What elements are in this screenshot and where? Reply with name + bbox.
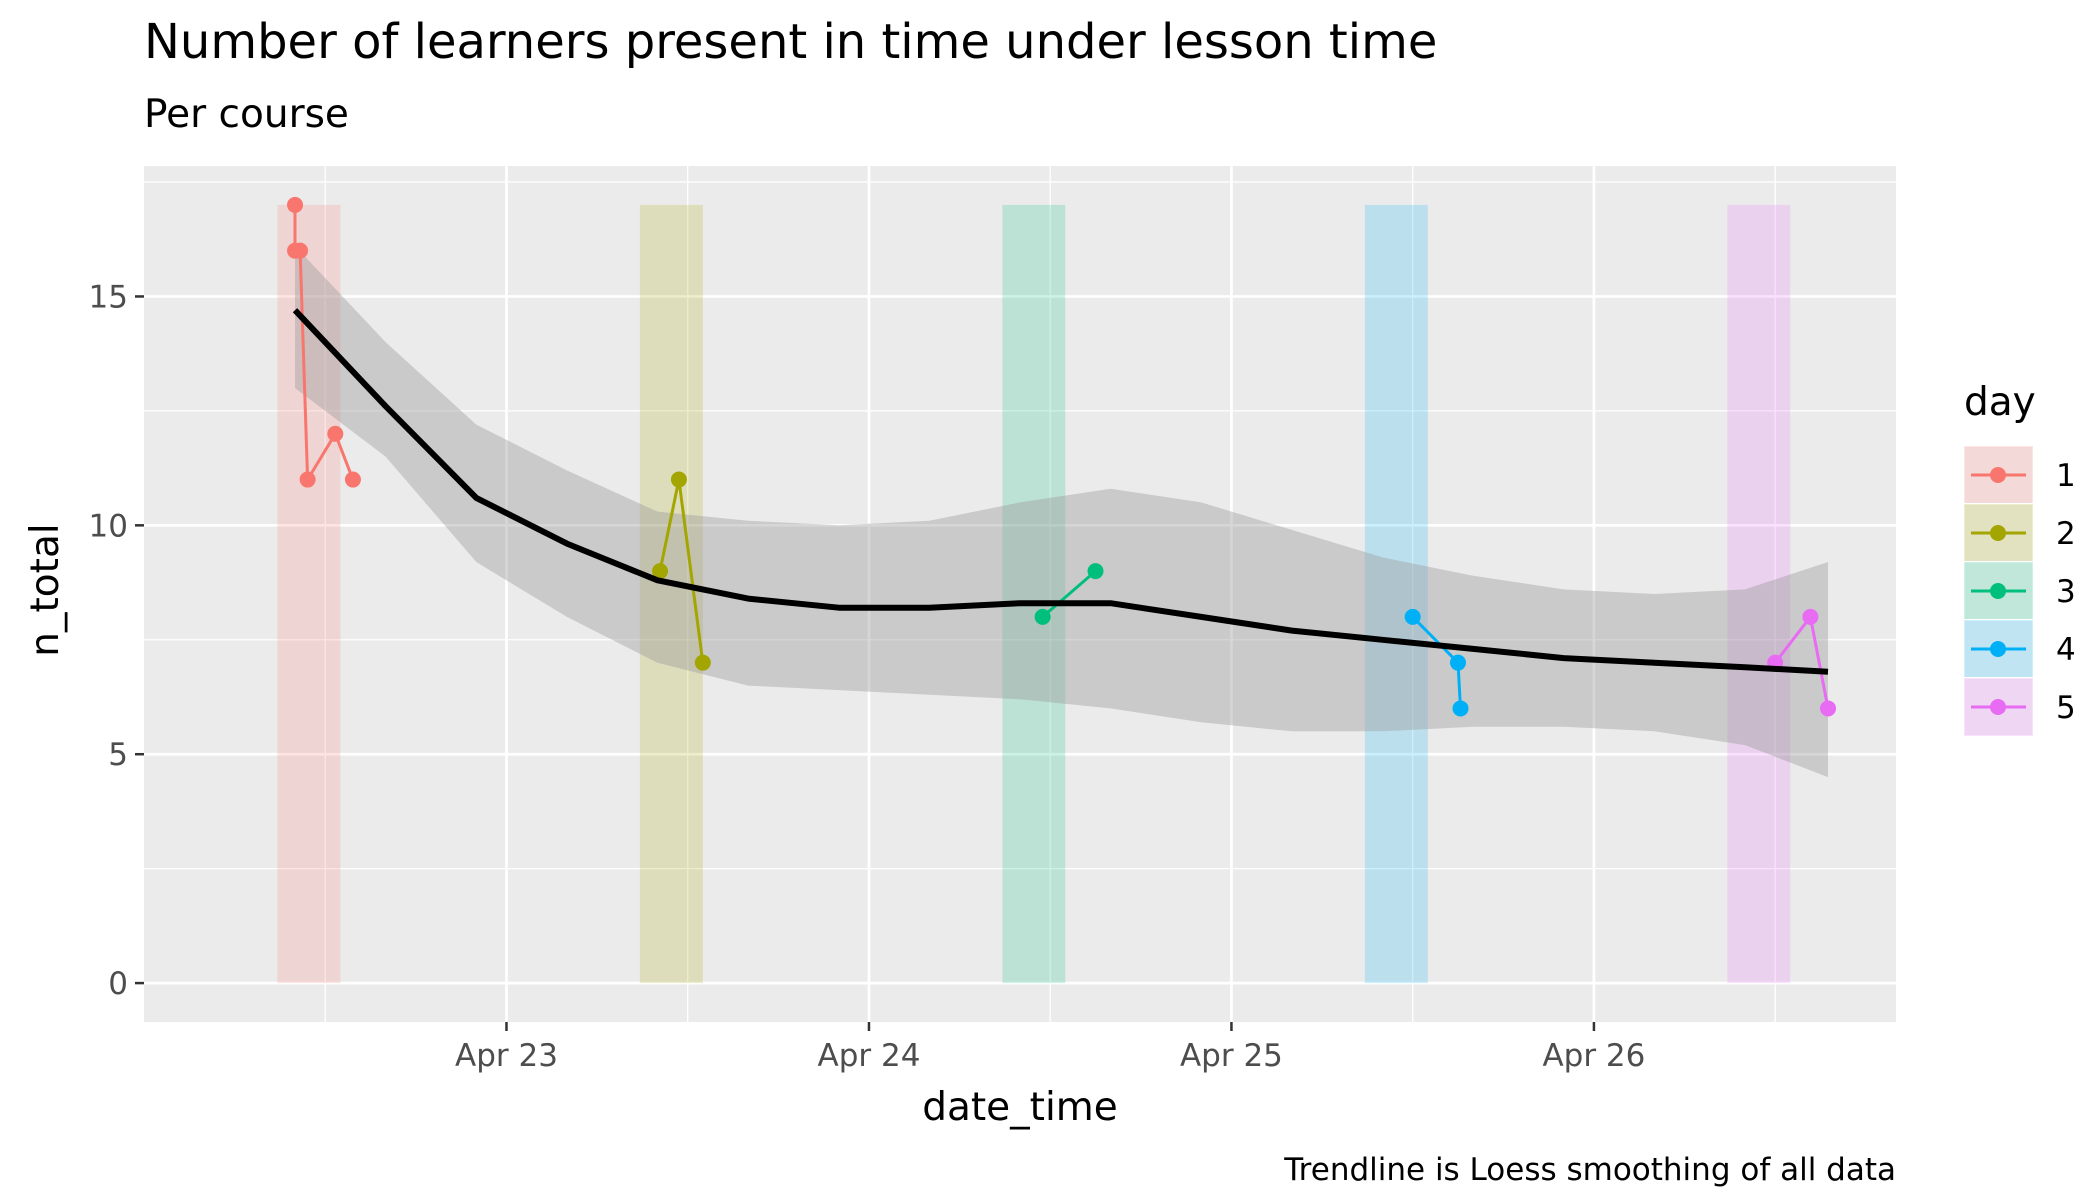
y-axis-label: n_total — [23, 523, 68, 656]
data-point-day-1 — [292, 242, 309, 259]
x-axis-label: date_time — [922, 1085, 1118, 1130]
data-point-day-1 — [299, 471, 316, 488]
lesson-block-day-4 — [1364, 204, 1428, 984]
series-day-1 — [287, 196, 361, 488]
data-point-day-2 — [652, 563, 669, 580]
chart-subtitle: Per course — [144, 92, 349, 137]
data-point-day-3 — [1087, 563, 1104, 580]
legend-key-point — [1990, 525, 2006, 541]
data-point-day-4 — [1404, 608, 1421, 625]
y-tick-label: 15 — [89, 279, 128, 315]
legend: day 1 2 3 4 5 — [1963, 380, 2076, 737]
lesson-blocks — [277, 204, 1791, 984]
legend-label: 4 — [2056, 632, 2076, 668]
y-tick-label: 5 — [108, 737, 128, 773]
grid-minor — [144, 166, 1896, 1022]
data-point-day-4 — [1450, 654, 1466, 671]
legend-key-point — [1990, 641, 2006, 657]
data-point-day-5 — [1820, 700, 1837, 717]
legend-key-point — [1990, 583, 2006, 599]
y-tick-label: 10 — [89, 508, 128, 544]
data-point-day-3 — [1034, 608, 1051, 625]
x-tick-label: Apr 26 — [1542, 1038, 1645, 1074]
lesson-block-day-1 — [277, 204, 341, 984]
y-tick-label: 0 — [108, 966, 128, 1002]
chart-title: Number of learners present in time under… — [144, 14, 1437, 70]
data-point-day-5 — [1802, 608, 1819, 625]
legend-items: 1 2 3 4 5 — [1963, 445, 2076, 737]
legend-label: 3 — [2056, 574, 2076, 610]
legend-label: 5 — [2056, 690, 2076, 726]
loess-trendline — [292, 308, 1829, 675]
x-tick-label: Apr 24 — [817, 1038, 920, 1074]
x-axis: Apr 23 Apr 24 Apr 25 Apr 26 — [455, 1022, 1645, 1074]
x-tick-label: Apr 25 — [1180, 1038, 1283, 1074]
y-axis: 0 5 10 15 — [89, 279, 144, 1002]
legend-item-day-5: 5 — [1963, 677, 2076, 737]
x-tick-label: Apr 23 — [455, 1038, 558, 1074]
legend-title: day — [1964, 380, 2036, 425]
data-point-day-1 — [327, 425, 344, 442]
legend-key-point — [1990, 699, 2006, 715]
data-point-day-1 — [287, 196, 304, 213]
legend-label: 2 — [2056, 516, 2076, 552]
legend-label: 1 — [2056, 458, 2076, 494]
legend-item-day-2: 2 — [1963, 503, 2076, 563]
series-layer — [287, 196, 1837, 717]
legend-item-day-4: 4 — [1963, 619, 2076, 679]
data-point-day-4 — [1452, 700, 1469, 717]
legend-item-day-1: 1 — [1963, 445, 2076, 505]
grid-major — [144, 166, 1896, 1022]
chart-caption: Trendline is Loess smoothing of all data — [1283, 1152, 1896, 1188]
legend-key-point — [1990, 467, 2006, 483]
series-line-day-3 — [1041, 569, 1097, 619]
series-day-2 — [652, 471, 711, 671]
lesson-block-day-3 — [1002, 204, 1066, 984]
legend-item-day-3: 3 — [1963, 561, 2076, 621]
plot-panel — [144, 166, 1896, 1022]
data-point-day-1 — [344, 471, 361, 488]
series-day-4 — [1404, 608, 1469, 717]
loess-line — [292, 308, 1829, 675]
data-point-day-2 — [670, 471, 687, 488]
data-point-day-2 — [694, 654, 711, 671]
series-day-3 — [1034, 563, 1104, 625]
lesson-block-day-5 — [1727, 204, 1791, 984]
